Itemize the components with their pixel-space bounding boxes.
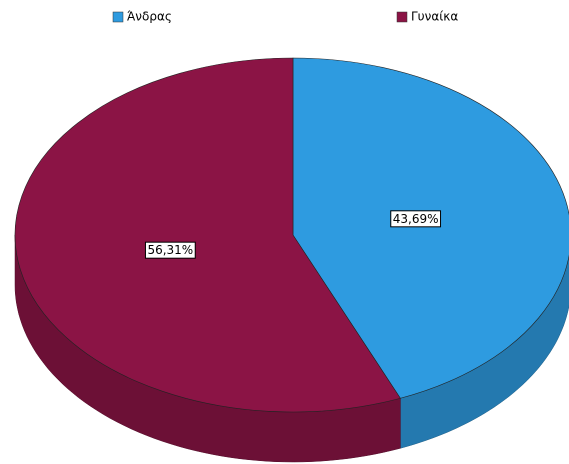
data-label-box bbox=[144, 241, 196, 259]
legend-swatch bbox=[396, 11, 408, 23]
pie-slice bbox=[292, 57, 569, 399]
legend-swatch bbox=[112, 11, 124, 23]
data-label-box bbox=[390, 210, 442, 228]
legend-label: Γυναίκα bbox=[411, 10, 458, 24]
pie-slice bbox=[14, 57, 401, 413]
data-label: 56,31% bbox=[144, 241, 196, 259]
legend-label: Άνδρας bbox=[127, 10, 172, 24]
data-label-text: 43,69% bbox=[393, 212, 439, 226]
data-label: 43,69% bbox=[390, 210, 442, 228]
data-label-text: 56,31% bbox=[147, 243, 193, 257]
